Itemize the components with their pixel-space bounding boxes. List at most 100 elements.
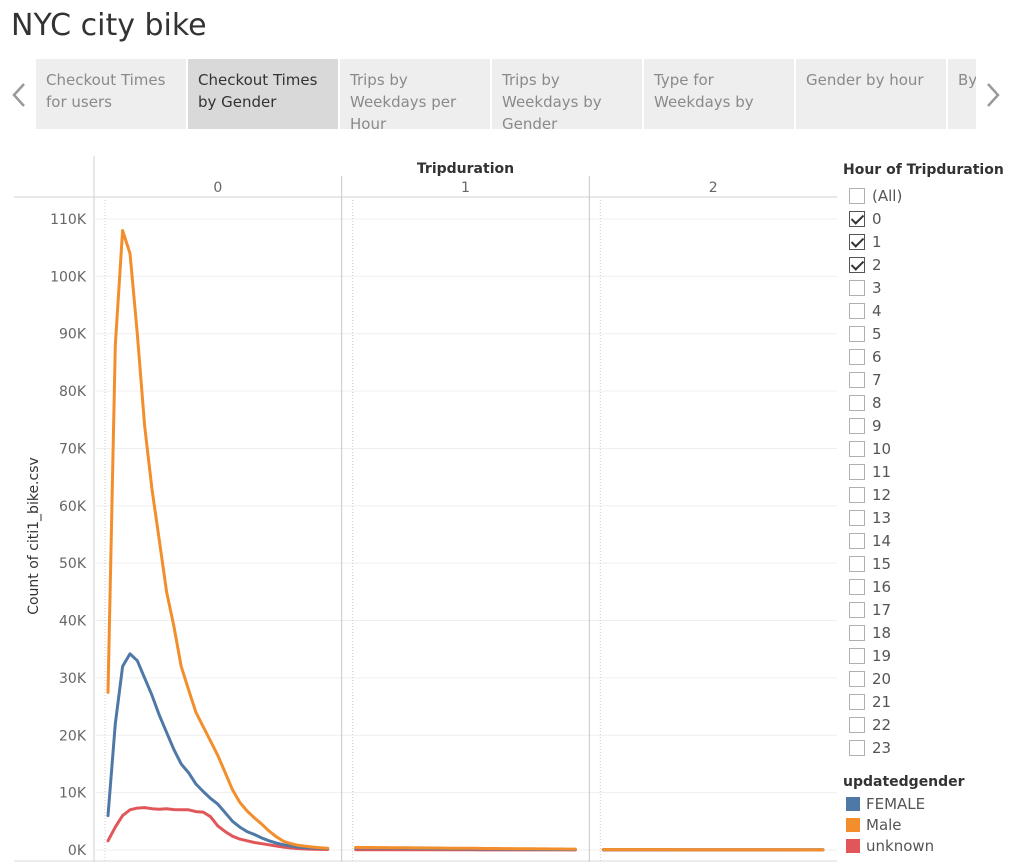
- tab-3[interactable]: Trips by Weekdays per Hour: [340, 59, 490, 129]
- checkbox-empty-icon[interactable]: [849, 417, 865, 434]
- filter-item-label: 22: [872, 715, 892, 734]
- tab-prev-button[interactable]: [8, 78, 30, 112]
- filter-item-2[interactable]: 2: [849, 253, 882, 276]
- filter-item-17[interactable]: 17: [849, 598, 891, 621]
- checkbox-empty-icon[interactable]: [849, 348, 865, 365]
- y-tick-label-1: 10K: [59, 786, 87, 802]
- tab-4[interactable]: Trips by Weekdays by Gender: [492, 59, 642, 129]
- filter-item-label: 19: [872, 646, 892, 665]
- filter-item-label: 2: [872, 255, 882, 274]
- y-tick-label-4: 40K: [59, 614, 87, 630]
- checkbox-empty-icon[interactable]: [849, 279, 865, 296]
- filter-item-6[interactable]: 6: [849, 345, 882, 368]
- checkbox-empty-icon[interactable]: [849, 325, 865, 342]
- filter-item-label: 8: [872, 393, 882, 412]
- filter-item-label: 18: [872, 623, 892, 642]
- checkbox-empty-icon[interactable]: [849, 716, 865, 733]
- filter-item-12[interactable]: 12: [849, 483, 891, 506]
- legend-swatch: [846, 839, 860, 853]
- checkbox-empty-icon[interactable]: [849, 647, 865, 664]
- filter-item-21[interactable]: 21: [849, 690, 891, 713]
- checkbox-empty-icon[interactable]: [849, 624, 865, 641]
- filter-item-label: 5: [872, 324, 882, 343]
- filter-item-7[interactable]: 7: [849, 368, 882, 391]
- filter-item-label: 7: [872, 370, 882, 389]
- y-tick-label-9: 90K: [59, 327, 87, 343]
- checkbox-empty-icon[interactable]: [849, 371, 865, 388]
- tab-5[interactable]: Type for Weekdays by: [644, 59, 794, 129]
- checkbox-empty-icon[interactable]: [849, 693, 865, 710]
- filter-item-16[interactable]: 16: [849, 575, 891, 598]
- checkbox-empty-icon[interactable]: [849, 486, 865, 503]
- filter-item-0[interactable]: 0: [849, 207, 882, 230]
- filter-item-label: 1: [872, 232, 882, 251]
- page-title: NYC city bike: [11, 8, 207, 43]
- line-chart: Tripduration Count of citi1_bike.csv 0K 10K…: [14, 156, 837, 862]
- checkbox-checked-icon[interactable]: [849, 233, 865, 250]
- tab-7[interactable]: By: [948, 59, 976, 129]
- color-legend-title: updatedgender: [843, 774, 965, 790]
- checkbox-empty-icon[interactable]: [849, 670, 865, 687]
- filter-item-4[interactable]: 4: [849, 299, 882, 322]
- filter-item-label: 0: [872, 209, 882, 228]
- filter-item-19[interactable]: 19: [849, 644, 891, 667]
- filter-item-label: 23: [872, 738, 892, 757]
- panel-header-2: 2: [709, 180, 718, 196]
- legend-label: FEMALE: [866, 795, 926, 813]
- filter-item-all[interactable]: (All): [849, 184, 902, 207]
- series-line-male-panel-0: [106, 229, 330, 850]
- checkbox-empty-icon[interactable]: [849, 578, 865, 595]
- checkbox-checked-icon[interactable]: [849, 256, 865, 273]
- legend-label: unknown: [866, 837, 935, 855]
- checkbox-empty-icon[interactable]: [849, 394, 865, 411]
- series-line-unknown-panel-0: [106, 806, 330, 851]
- legend-item-unknown[interactable]: unknown: [846, 836, 934, 856]
- checkbox-empty-icon[interactable]: [849, 555, 865, 572]
- filter-item-3[interactable]: 3: [849, 276, 882, 299]
- filter-item-label: 4: [872, 301, 882, 320]
- legend-swatch: [846, 797, 860, 811]
- y-tick-label-2: 20K: [59, 728, 87, 744]
- filter-item-label: (All): [872, 186, 903, 205]
- filter-item-13[interactable]: 13: [849, 506, 891, 529]
- filter-item-label: 17: [872, 600, 892, 619]
- legend-item-female[interactable]: FEMALE: [846, 794, 925, 814]
- tab-1[interactable]: Checkout Times for users: [36, 59, 186, 129]
- filter-item-11[interactable]: 11: [849, 460, 891, 483]
- panel-header-1: 1: [461, 180, 470, 196]
- y-tick-label-0: 0K: [68, 843, 87, 859]
- filter-item-23[interactable]: 23: [849, 736, 891, 759]
- filter-item-15[interactable]: 15: [849, 552, 891, 575]
- filter-item-label: 6: [872, 347, 882, 366]
- checkbox-empty-icon[interactable]: [849, 187, 865, 204]
- legend-item-male[interactable]: Male: [846, 815, 902, 835]
- tab-2[interactable]: Checkout Times by Gender: [188, 59, 338, 129]
- legend-label: Male: [866, 816, 902, 834]
- filter-item-label: 13: [872, 508, 892, 527]
- filter-item-10[interactable]: 10: [849, 437, 891, 460]
- checkbox-empty-icon[interactable]: [849, 532, 865, 549]
- filter-item-label: 3: [872, 278, 882, 297]
- filter-item-20[interactable]: 20: [849, 667, 891, 690]
- checkbox-empty-icon[interactable]: [849, 601, 865, 618]
- checkbox-empty-icon[interactable]: [849, 302, 865, 319]
- filter-item-1[interactable]: 1: [849, 230, 882, 253]
- tab-6[interactable]: Gender by hour: [796, 59, 946, 129]
- filter-item-9[interactable]: 9: [849, 414, 882, 437]
- checkbox-checked-icon[interactable]: [849, 210, 865, 227]
- checkbox-empty-icon[interactable]: [849, 739, 865, 756]
- filter-item-label: 16: [872, 577, 892, 596]
- y-tick-label-3: 30K: [59, 671, 87, 687]
- checkbox-empty-icon[interactable]: [849, 463, 865, 480]
- checkbox-empty-icon[interactable]: [849, 440, 865, 457]
- filter-item-label: 20: [872, 669, 892, 688]
- y-tick-label-8: 80K: [59, 384, 87, 400]
- filter-item-14[interactable]: 14: [849, 529, 891, 552]
- filter-item-18[interactable]: 18: [849, 621, 891, 644]
- filter-item-label: 12: [872, 485, 892, 504]
- filter-item-8[interactable]: 8: [849, 391, 882, 414]
- tab-next-button[interactable]: [982, 78, 1004, 112]
- filter-item-22[interactable]: 22: [849, 713, 891, 736]
- filter-item-5[interactable]: 5: [849, 322, 882, 345]
- checkbox-empty-icon[interactable]: [849, 509, 865, 526]
